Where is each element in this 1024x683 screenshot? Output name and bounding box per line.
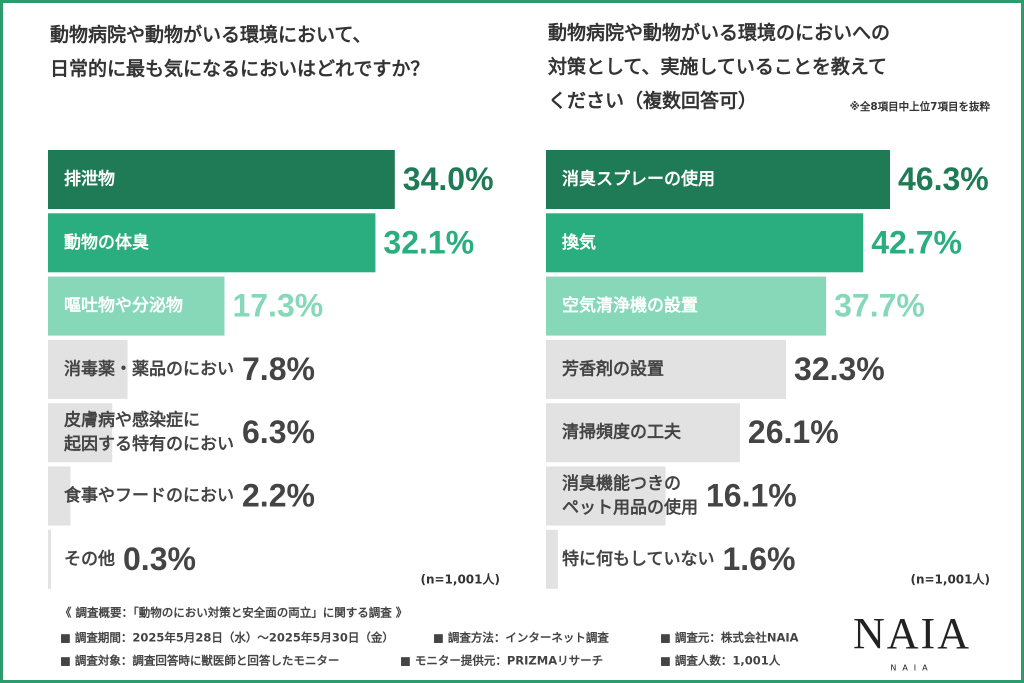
bar-label: 皮膚病や感染症に起因する特有のにおい <box>63 410 234 455</box>
bar-label: 嘔吐物や分泌物 <box>64 295 183 316</box>
sample-note: (n=1,001人) <box>910 572 990 587</box>
chart-title: 動物病院や動物がいる環境において、日常的に最も気になるにおいはどれですか？ <box>50 23 429 80</box>
bar-label: 消毒薬・薬品のにおい <box>64 358 234 379</box>
footer-item: ■ 調査期間：2025年5月28日（水）～2025年5月30日（金） <box>60 631 394 645</box>
bar <box>546 529 558 589</box>
bar <box>546 403 740 463</box>
value-label: 6.3% <box>242 414 315 450</box>
footer-heading: 《 調査概要：「動物のにおい対策と安全面の両立」に関する調査 》 <box>60 606 407 620</box>
bar-label: 特に何もしていない <box>562 548 715 569</box>
logo: NAIA <box>853 609 971 658</box>
bar-label: 芳香剤の設置 <box>562 358 664 379</box>
bar-label: 食事やフードのにおい <box>64 485 234 506</box>
value-label: 34.0% <box>403 161 494 197</box>
bar-label: 消臭機能つきのペット用品の使用 <box>562 473 698 518</box>
footer-item: ■ 調査対象：調査回答時に獣医師と回答したモニター <box>60 654 339 668</box>
value-label: 46.3% <box>898 161 989 197</box>
bar-label: その他 <box>64 548 115 569</box>
value-label: 26.1% <box>748 414 839 450</box>
value-label: 7.8% <box>242 351 315 387</box>
value-label: 0.3% <box>123 541 196 577</box>
value-label: 32.1% <box>383 224 474 260</box>
bar <box>48 403 113 463</box>
bar-label: 動物の体臭 <box>64 232 149 253</box>
bar-label: 空気清浄機の設置 <box>562 295 698 316</box>
footer-item: ■ 調査人数：1,001人 <box>660 654 781 668</box>
bar <box>48 529 52 589</box>
footer-item: ■ モニター提供元：PRIZMAリサーチ <box>400 654 603 668</box>
bar <box>546 276 827 336</box>
value-label: 37.7% <box>834 288 925 324</box>
chart-subtitle: ※全8項目中上位7項目を抜粋 <box>850 100 991 113</box>
bar <box>546 466 666 526</box>
bar <box>48 213 376 273</box>
bar-label: 消臭スプレーの使用 <box>562 169 715 190</box>
value-label: 2.2% <box>242 477 315 513</box>
bar <box>546 213 864 273</box>
value-label: 42.7% <box>871 224 962 260</box>
bar <box>48 150 395 209</box>
bar <box>546 150 891 209</box>
bar-label: 換気 <box>562 232 596 253</box>
bar <box>48 466 71 526</box>
sample-note: (n=1,001人) <box>420 572 500 587</box>
value-label: 16.1% <box>706 477 797 513</box>
footer-item: ■ 調査元：株式会社NAIA <box>660 631 799 645</box>
bar <box>48 339 128 399</box>
chart-title: 動物病院や動物がいる環境のにおいへの対策として、実施していることを教えてください… <box>547 21 890 112</box>
logo-text: NAIA <box>890 664 933 673</box>
value-label: 1.6% <box>723 541 796 577</box>
bar <box>48 276 225 336</box>
bar-label: 排泄物 <box>64 169 115 190</box>
value-label: 17.3% <box>232 288 323 324</box>
bar <box>546 339 786 399</box>
bar-label: 清掃頻度の工夫 <box>562 422 682 443</box>
footer-item: ■ 調査方法：インターネット調査 <box>433 631 609 645</box>
value-label: 32.3% <box>794 351 885 387</box>
